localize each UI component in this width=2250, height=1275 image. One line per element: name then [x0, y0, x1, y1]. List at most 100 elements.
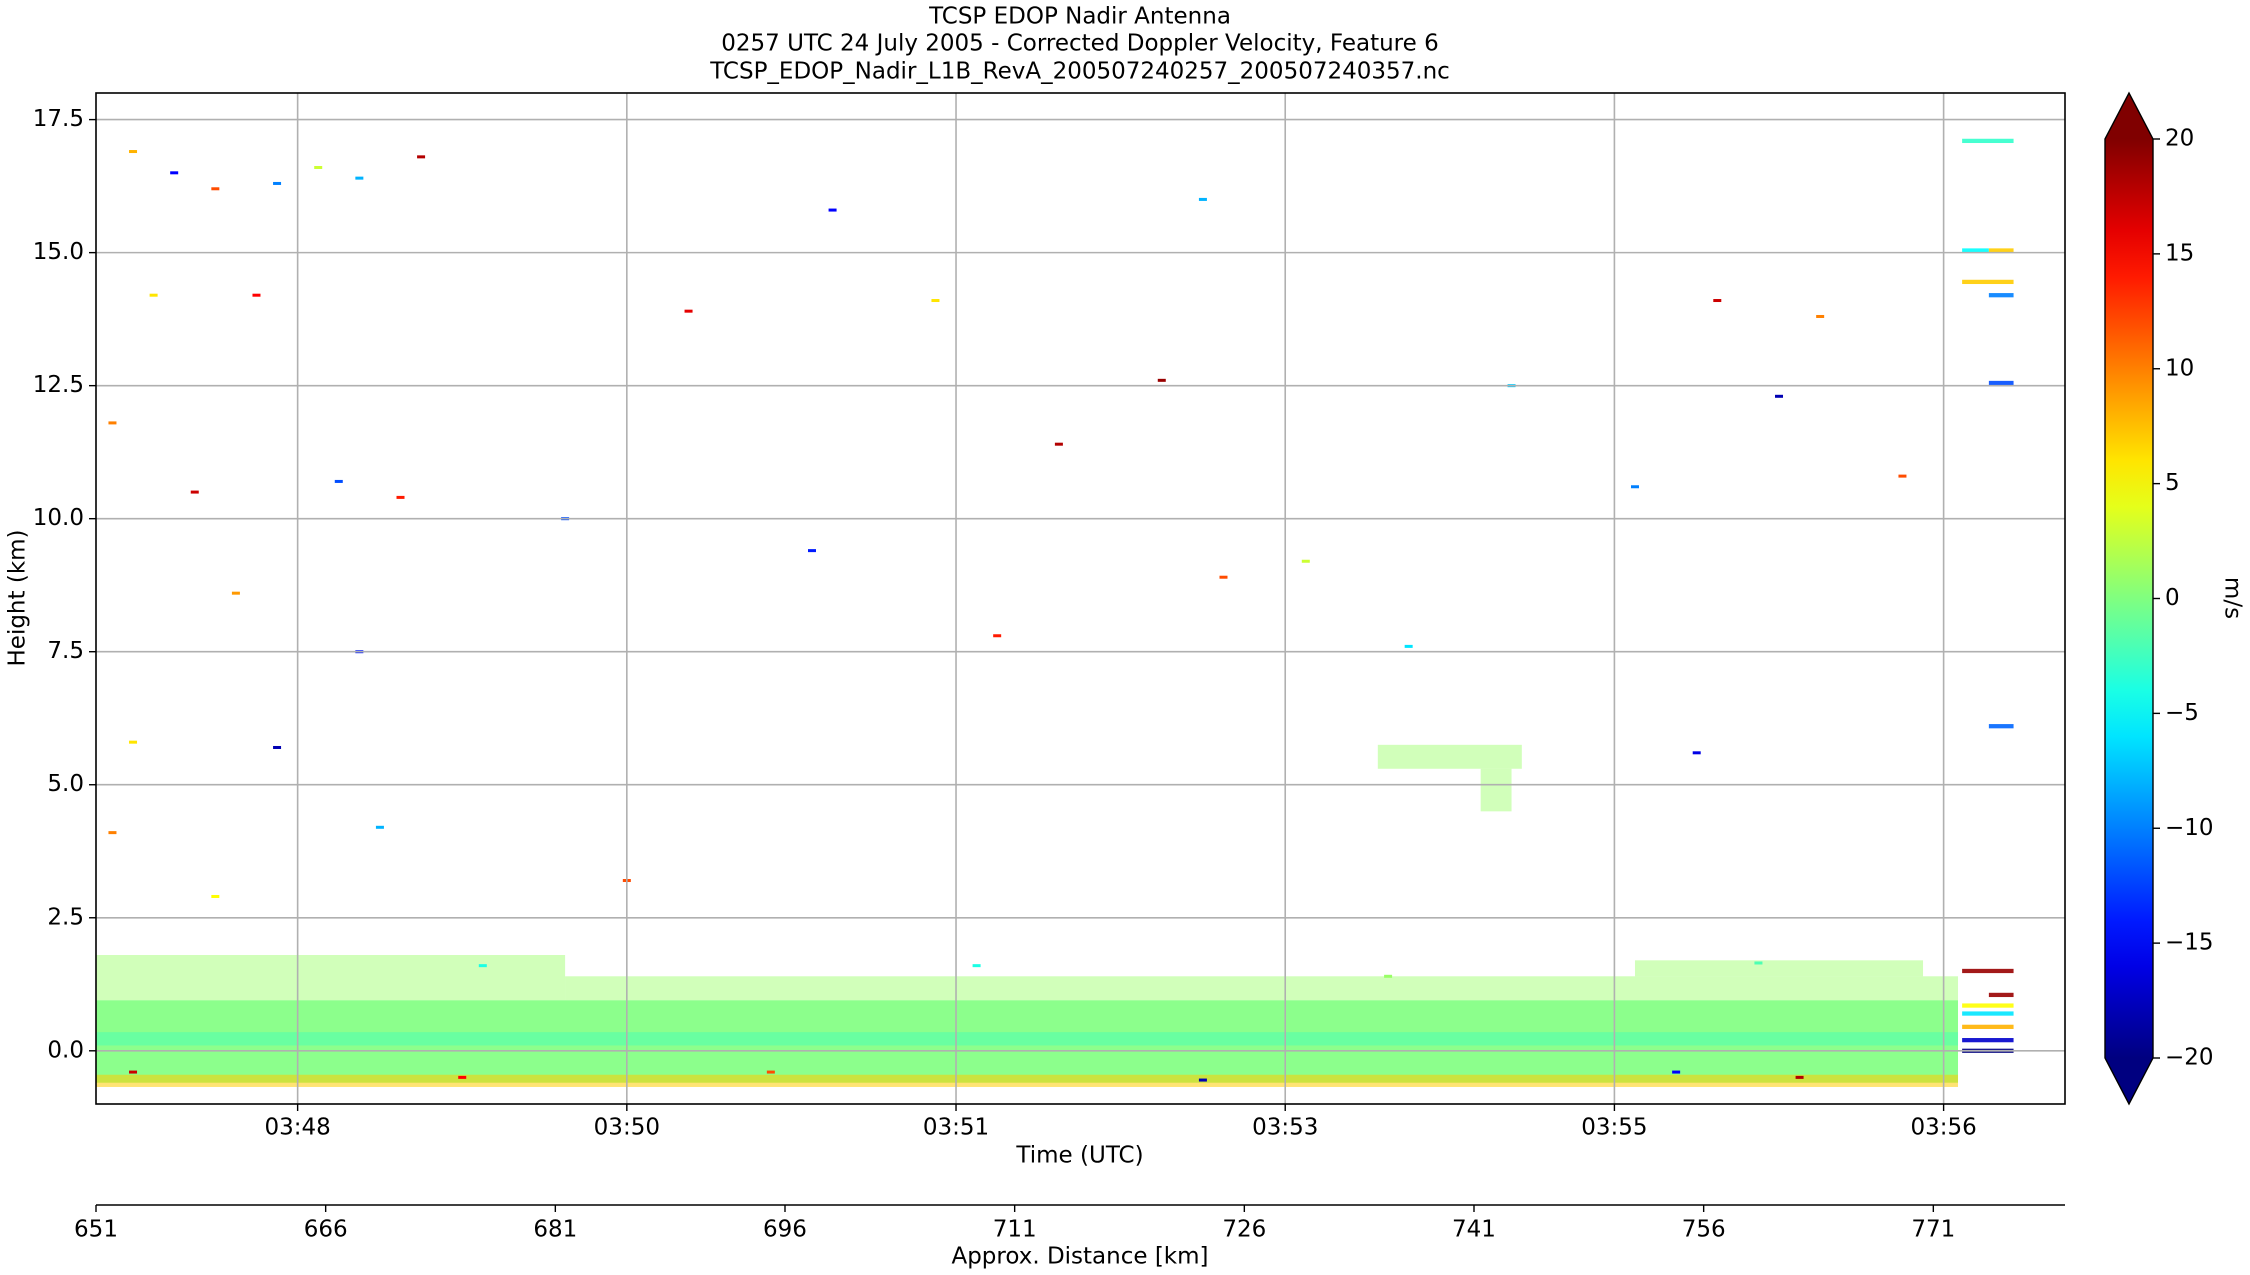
x-tick-label: 03:55	[1581, 1115, 1647, 1141]
velocity-point	[231, 591, 240, 595]
velocity-region	[1988, 380, 2014, 386]
x2-tick-label: 651	[74, 1217, 118, 1243]
velocity-region	[1962, 1003, 2014, 1008]
y-tick-label: 17.5	[33, 106, 84, 132]
velocity-point	[684, 309, 693, 313]
chart-title: 0257 UTC 24 July 2005 - Corrected Dopple…	[721, 31, 1438, 57]
x2-tick-label: 741	[1452, 1217, 1496, 1243]
y-tick-label: 15.0	[33, 239, 84, 265]
velocity-point	[211, 894, 220, 898]
velocity-region	[1988, 724, 2014, 729]
colorbar-extend-bottom	[2105, 1058, 2153, 1104]
x2-axis-label: Approx. Distance [km]	[951, 1244, 1208, 1270]
velocity-point	[828, 208, 837, 212]
velocity-region	[1634, 960, 1924, 977]
x-tick-label: 03:56	[1910, 1115, 1976, 1141]
velocity-region	[96, 1032, 1959, 1046]
velocity-region	[1962, 1024, 2014, 1029]
velocity-region	[96, 1074, 1959, 1087]
x-tick-label: 03:51	[923, 1115, 989, 1141]
x2-tick-label: 771	[1911, 1217, 1955, 1243]
colorbar-tick-label: 10	[2165, 355, 2194, 381]
chart-title: TCSP EDOP Nadir Antenna	[928, 4, 1231, 30]
velocity-region	[1988, 992, 2014, 998]
y-tick-label: 2.5	[47, 904, 84, 930]
x-tick-label: 03:48	[264, 1115, 330, 1141]
plot-area	[96, 138, 2014, 1087]
y-tick-label: 7.5	[47, 638, 84, 664]
x2-tick-label: 711	[993, 1217, 1037, 1243]
velocity-point	[1157, 378, 1166, 382]
velocity-point	[766, 1070, 775, 1074]
velocity-point	[1630, 485, 1639, 489]
y-tick-label: 0.0	[47, 1037, 84, 1063]
velocity-region	[1962, 1011, 2014, 1016]
velocity-point	[1384, 974, 1393, 978]
velocity-region	[1962, 1038, 2014, 1043]
y-tick-label: 10.0	[33, 505, 84, 531]
velocity-region	[1962, 138, 2014, 144]
velocity-region	[1480, 768, 1512, 812]
x2-tick-label: 681	[533, 1217, 577, 1243]
colorbar-tick-label: 5	[2165, 470, 2180, 496]
velocity-region	[1962, 279, 2014, 285]
velocity-point	[1301, 559, 1310, 563]
x-tick-label: 03:50	[594, 1115, 660, 1141]
colorbar-tick-label: −15	[2165, 930, 2214, 956]
colorbar-tick-label: 15	[2165, 240, 2194, 266]
y-axis-label: Height (km)	[5, 529, 31, 666]
velocity-point	[129, 150, 138, 154]
velocity-point	[355, 176, 364, 180]
velocity-point	[931, 299, 940, 303]
velocity-region	[1962, 968, 2014, 974]
velocity-point	[808, 549, 816, 553]
velocity-point	[273, 181, 282, 185]
velocity-point	[1054, 442, 1063, 446]
velocity-point	[190, 490, 199, 494]
velocity-point	[1775, 394, 1784, 398]
velocity-point	[1404, 644, 1413, 648]
x2-tick-label: 696	[763, 1217, 807, 1243]
velocity-point	[1198, 197, 1207, 201]
colorbar-tick-label: −10	[2165, 815, 2214, 841]
colorbar-tick-label: 0	[2165, 585, 2180, 611]
colorbar-tick-label: −5	[2165, 700, 2199, 726]
velocity-point	[972, 964, 981, 968]
velocity-point	[1795, 1075, 1804, 1079]
velocity-point	[129, 1070, 138, 1074]
velocity-region	[96, 955, 566, 1001]
velocity-region	[1962, 248, 1989, 253]
velocity-point	[334, 479, 343, 483]
velocity-region	[1377, 744, 1522, 769]
velocity-point	[1219, 575, 1228, 579]
velocity-point	[1198, 1078, 1207, 1082]
velocity-point	[252, 293, 261, 297]
velocity-point	[108, 831, 117, 835]
colorbar-tick-label: −20	[2165, 1045, 2214, 1071]
velocity-point	[417, 155, 426, 159]
velocity-point	[314, 165, 323, 169]
colorbar	[2105, 139, 2153, 1058]
velocity-region	[1988, 293, 2014, 298]
velocity-point	[211, 187, 220, 191]
plot-frame	[95, 92, 2066, 1105]
velocity-point	[458, 1075, 467, 1079]
x-axis-label: Time (UTC)	[1015, 1143, 1143, 1169]
velocity-point	[273, 745, 282, 749]
velocity-point	[129, 740, 138, 744]
velocity-point	[1754, 961, 1763, 965]
x2-tick-label: 756	[1682, 1217, 1726, 1243]
velocity-point	[170, 171, 179, 175]
y-tick-label: 12.5	[33, 372, 84, 398]
velocity-point	[108, 421, 117, 425]
velocity-point	[1816, 314, 1825, 318]
colorbar-tick-label: 20	[2165, 126, 2194, 152]
velocity-point	[1898, 474, 1907, 478]
velocity-point	[1713, 299, 1722, 303]
colorbar-extend-top	[2105, 93, 2153, 139]
x2-tick-label: 726	[1222, 1217, 1266, 1243]
colorbar-label: m/s	[2220, 577, 2246, 619]
x-tick-label: 03:53	[1252, 1115, 1318, 1141]
velocity-region	[1988, 248, 2014, 253]
